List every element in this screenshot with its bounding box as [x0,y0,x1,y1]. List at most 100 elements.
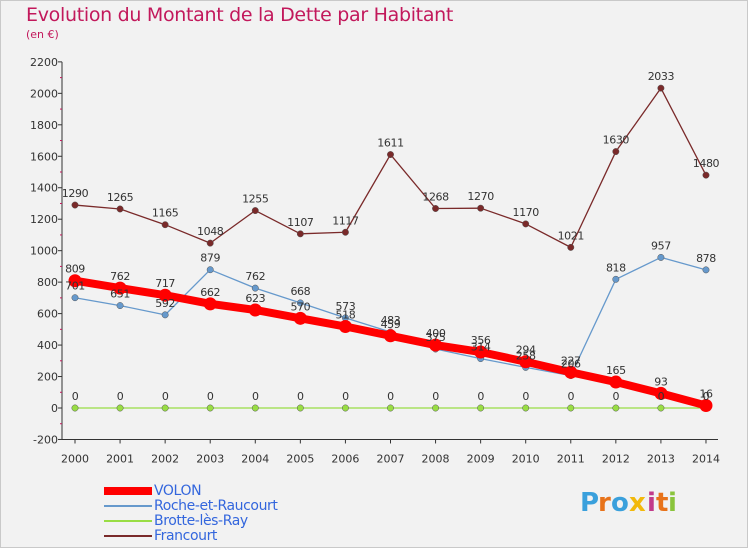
point-brotte-les-ray [657,404,665,412]
x-tick-label: 2013 [647,452,675,465]
legend-swatch-francourt [104,535,152,537]
y-tick-label: 1000 [30,245,58,258]
logo-letter: i [647,488,656,518]
logo-letter: r [598,488,611,518]
x-tick-label: 2012 [602,452,630,465]
legend-label-volon: VOLON [154,483,202,499]
point-francourt [341,228,349,236]
x-tick-label: 2002 [151,452,179,465]
data-label-roche-et-raucourt: 651 [110,288,130,301]
legend-item-volon: VOLON [104,483,364,499]
legend-swatch-roche-et-raucourt [104,505,152,507]
point-brotte-les-ray [477,404,485,412]
chart-title: Evolution du Montant de la Dette par Hab… [26,4,454,26]
point-roche-et-raucourt [251,284,259,292]
data-label-roche-et-raucourt: 878 [696,252,716,265]
data-label-francourt: 1480 [693,157,720,170]
legend-item-roche-et-raucourt: Roche-et-Raucourt [104,498,364,514]
y-tick-label: 2000 [30,87,58,100]
point-roche-et-raucourt [161,311,169,319]
point-volon [654,386,668,400]
data-label-roche-et-raucourt: 957 [651,239,671,252]
data-label-francourt: 1630 [603,134,630,147]
data-label-roche-et-raucourt: 206 [561,358,581,371]
point-brotte-les-ray [251,404,259,412]
x-tick-label: 2014 [692,452,720,465]
legend-swatch-brotte-les-ray [104,520,152,522]
data-label-roche-et-raucourt: 573 [336,300,356,313]
data-label-francourt: 1165 [152,207,179,220]
data-label-francourt: 1611 [377,137,403,150]
data-label-brotte-les-ray: 0 [613,390,620,403]
legend-item-francourt: Francourt [104,528,364,544]
point-francourt [522,220,530,228]
point-brotte-les-ray [387,404,394,412]
x-tick-label: 2003 [196,452,224,465]
point-brotte-les-ray [71,404,79,412]
logo-letter: o [611,488,629,518]
point-roche-et-raucourt [657,253,665,261]
data-label-roche-et-raucourt: 314 [471,341,491,354]
point-volon [248,303,262,317]
point-volon [519,355,533,369]
data-label-brotte-les-ray: 0 [477,390,484,403]
data-label-volon: 809 [65,263,85,276]
data-label-roche-et-raucourt: 258 [516,349,536,362]
data-label-brotte-les-ray: 0 [72,390,79,403]
x-tick-label: 2010 [512,452,540,465]
point-volon [609,375,623,389]
data-label-volon: 518 [336,309,356,322]
data-label-francourt: 2033 [648,70,675,83]
legend-swatch-volon [104,487,152,495]
point-francourt [612,148,620,156]
point-volon [564,365,578,379]
x-tick-label: 2009 [467,452,495,465]
data-label-roche-et-raucourt: 762 [245,270,265,283]
x-tick-label: 2007 [376,452,404,465]
point-brotte-les-ray [567,404,575,412]
point-roche-et-raucourt [702,266,710,274]
data-label-volon: 294 [516,344,536,357]
point-brotte-les-ray [206,404,214,412]
data-label-brotte-les-ray: 0 [387,390,394,403]
data-label-roche-et-raucourt: 879 [200,252,220,265]
data-label-volon: 762 [110,270,130,283]
y-tick-label: 2200 [30,56,58,69]
point-volon [383,329,397,343]
data-label-volon: 356 [471,334,491,347]
logo-letter: x [629,488,646,518]
data-label-francourt: 1170 [512,206,539,219]
series-line-francourt [74,87,707,249]
point-roche-et-raucourt [206,266,214,274]
data-label-francourt: 1048 [197,225,224,238]
data-label-brotte-les-ray: 0 [567,390,574,403]
x-tick-label: 2008 [422,452,450,465]
point-francourt [387,151,394,158]
chart-subtitle: (en €) [26,28,59,41]
x-tick-label: 2005 [286,452,314,465]
data-label-brotte-les-ray: 0 [162,390,169,403]
point-volon [699,398,713,412]
data-label-roche-et-raucourt: 668 [290,285,310,298]
y-tick-label: 1400 [30,182,58,195]
y-tick-label: 1800 [30,119,58,132]
data-label-volon: 400 [426,327,446,340]
y-tick-label: 0 [51,402,58,415]
data-label-francourt: 1021 [558,229,584,242]
point-brotte-les-ray [161,404,169,412]
data-label-volon: 570 [290,300,310,313]
y-tick-label: 600 [37,308,58,321]
legend-label-roche-et-raucourt: Roche-et-Raucourt [154,498,278,514]
point-volon [158,288,172,302]
data-label-volon: 227 [561,354,581,367]
data-label-brotte-les-ray: 0 [658,390,665,403]
point-francourt [251,207,259,215]
x-tick-label: 2004 [241,452,269,465]
data-label-brotte-les-ray: 0 [297,390,304,403]
point-francourt [432,205,440,212]
data-label-volon: 16 [699,387,713,400]
data-label-roche-et-raucourt: 701 [65,280,85,293]
data-label-brotte-les-ray: 0 [207,390,214,403]
